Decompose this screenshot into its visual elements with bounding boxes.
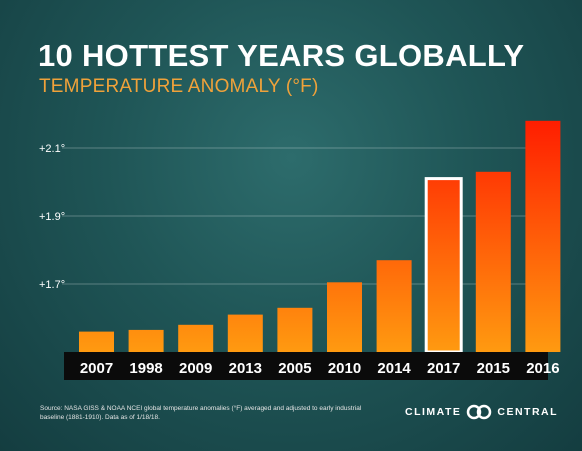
bar-2015 <box>475 171 511 352</box>
x-tick-label: 2015 <box>477 360 510 377</box>
bar-1998 <box>128 329 164 352</box>
x-tick-label: 2007 <box>80 360 113 377</box>
bar-2017 <box>424 177 463 354</box>
x-tick-label: 2010 <box>328 360 361 377</box>
x-tick-label: 2016 <box>526 360 559 377</box>
bar-2013 <box>227 314 263 352</box>
chart-title: 10 HOTTEST YEARS GLOBALLY <box>38 38 525 73</box>
x-tick-label: 2017 <box>427 360 460 377</box>
bar-2016 <box>525 120 561 352</box>
chart-subtitle: TEMPERATURE ANOMALY (°F) <box>39 76 319 97</box>
x-tick-label: 2009 <box>179 360 212 377</box>
y-tick-label: +1.7° <box>39 279 65 291</box>
x-tick-label: 1998 <box>129 360 162 377</box>
source-note: Source: NASA GISS & NOAA NCEI global tem… <box>40 405 362 421</box>
x-tick-label: 2014 <box>377 360 411 377</box>
x-tick-label: 2005 <box>278 360 311 377</box>
bar-2010 <box>327 282 362 352</box>
bar-2007 <box>79 331 114 352</box>
y-tick-label: +2.1° <box>39 143 65 155</box>
climate-central-logo: CLIMATE CENTRAL <box>405 404 558 420</box>
bar-2009 <box>178 324 214 352</box>
bar-2005 <box>277 307 313 352</box>
x-tick-label: 2013 <box>229 360 262 377</box>
year-label-band <box>64 352 548 380</box>
brand-word-central: CENTRAL <box>497 406 559 418</box>
climate-central-emblem-icon <box>467 404 492 420</box>
y-tick-label: +1.9° <box>39 211 65 223</box>
bar-2014 <box>376 260 412 352</box>
brand-word-climate: CLIMATE <box>405 406 462 418</box>
